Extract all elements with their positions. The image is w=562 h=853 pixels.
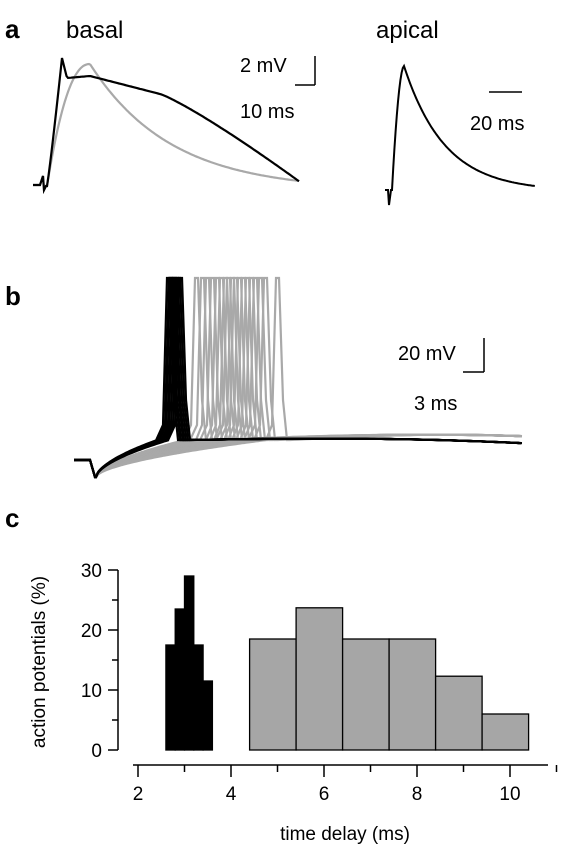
y-tick-label-30: 30 (81, 561, 102, 582)
scalebar-a-basal-h-label: 10 ms (240, 101, 294, 123)
scalebar-a-basal: 2 mV 10 ms (240, 55, 316, 123)
spike-trace-gray-17 (74, 276, 523, 479)
histogram: 0 10 20 30 2 4 6 8 10 time delay (ms) action pot… (29, 561, 558, 845)
scalebar-a-apical: 20 ms (470, 91, 524, 135)
histogram-bar-1-5 (481, 713, 530, 751)
trace-basal-black (33, 57, 300, 195)
x-tick-label-2: 2 (133, 784, 144, 805)
y-tick-label-20: 20 (81, 621, 102, 642)
histogram-bar-1-0 (248, 638, 297, 751)
title-apical: apical (376, 17, 439, 44)
histogram-bar-0-2 (183, 575, 195, 751)
x-tick-label-8: 8 (412, 784, 423, 805)
x-axis-label: time delay (ms) (280, 824, 410, 845)
histogram-bar-0-0 (165, 644, 176, 751)
histogram-bar-1-1 (295, 607, 344, 751)
y-tick-label-0: 0 (91, 741, 102, 762)
panel-letter-a: a (5, 14, 20, 44)
histogram-bar-1-2 (341, 638, 390, 751)
histogram-bar-1-4 (434, 675, 483, 751)
scalebar-a-apical-h-label: 20 ms (470, 113, 524, 135)
trace-apical (385, 63, 535, 206)
histogram-bar-1-3 (388, 638, 437, 751)
scalebar-b-h-label: 3 ms (414, 393, 457, 415)
trace-basal-gray (33, 62, 300, 195)
histogram-bar-0-3 (193, 644, 204, 751)
scalebar-b-v-label: 20 mV (398, 343, 456, 365)
title-basal: basal (66, 17, 123, 44)
y-axis-label: action potentials (%) (29, 576, 50, 748)
x-tick-label-10: 10 (499, 784, 520, 805)
traces-b-black (74, 276, 523, 479)
scalebar-b: 20 mV 3 ms (398, 338, 485, 415)
histogram-bar-0-4 (202, 680, 214, 751)
traces-b (74, 276, 523, 479)
histogram-bar-0-1 (174, 608, 186, 751)
x-tick-label-4: 4 (226, 784, 237, 805)
histogram-bars (165, 575, 530, 751)
traces-a (33, 57, 535, 206)
histogram-axes: 0 10 20 30 2 4 6 8 10 (81, 561, 558, 805)
spike-trace-black-7 (74, 276, 522, 479)
panel-letter-c: c (5, 503, 19, 533)
spike-trace-black-4 (74, 276, 520, 479)
y-tick-label-10: 10 (81, 681, 102, 702)
panel-letter-b: b (5, 281, 21, 311)
x-tick-label-6: 6 (319, 784, 330, 805)
scalebar-a-basal-v-label: 2 mV (240, 55, 287, 77)
